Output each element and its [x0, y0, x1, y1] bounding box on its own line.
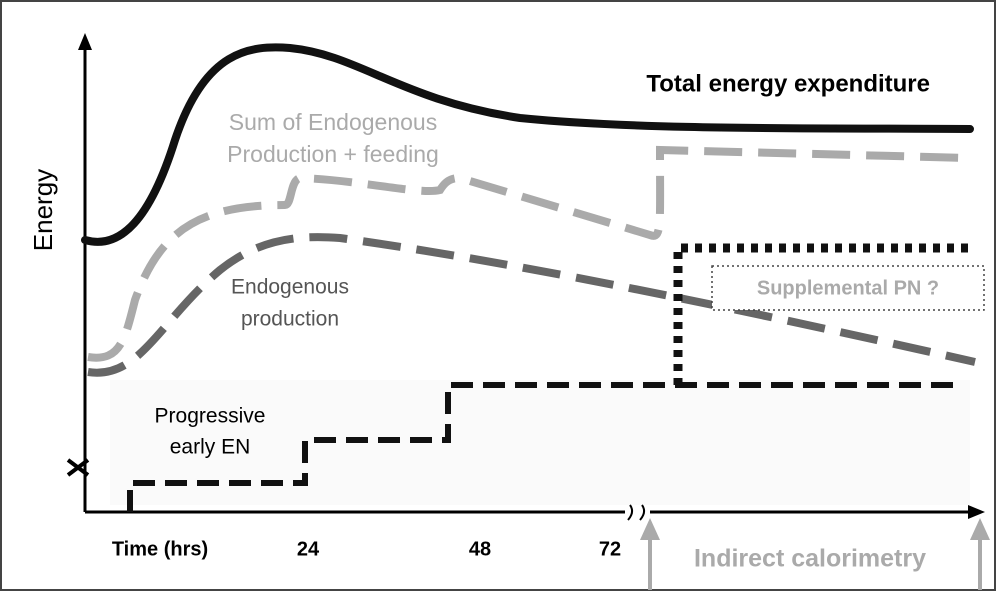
y-arrow	[78, 33, 92, 50]
sum-label: Production + feeding	[227, 141, 439, 167]
x-axis-label: Time (hrs)	[112, 538, 208, 560]
x-tick-label: 48	[469, 538, 491, 560]
x-tick-label: 24	[297, 538, 320, 560]
x-tick-label: 72	[599, 538, 621, 560]
enteral-label: early EN	[170, 436, 251, 459]
supplemental-label: Supplemental PN ?	[757, 277, 939, 299]
axis-break	[627, 504, 646, 521]
supplemental-curve	[673, 243, 975, 385]
endogenous-curve	[87, 233, 976, 377]
calorimetry-arrow	[970, 518, 990, 590]
x-arrow	[968, 505, 985, 519]
calorimetry-arrow	[640, 518, 660, 590]
axis-break	[66, 458, 90, 477]
endogenous-label: production	[241, 308, 339, 331]
y-axis-label: Energy	[28, 169, 58, 251]
sum-curve	[87, 145, 971, 362]
supplemental-box	[711, 265, 985, 311]
calorimetry-label: Indirect calorimetry	[694, 545, 926, 573]
panel	[110, 380, 970, 505]
sum-label: Sum of Endogenous	[229, 109, 437, 135]
total-label: Total energy expenditure	[646, 70, 930, 97]
endogenous-label: Endogenous	[231, 276, 349, 299]
enteral-label: Progressive	[155, 405, 266, 428]
total-curve	[81, 43, 974, 246]
